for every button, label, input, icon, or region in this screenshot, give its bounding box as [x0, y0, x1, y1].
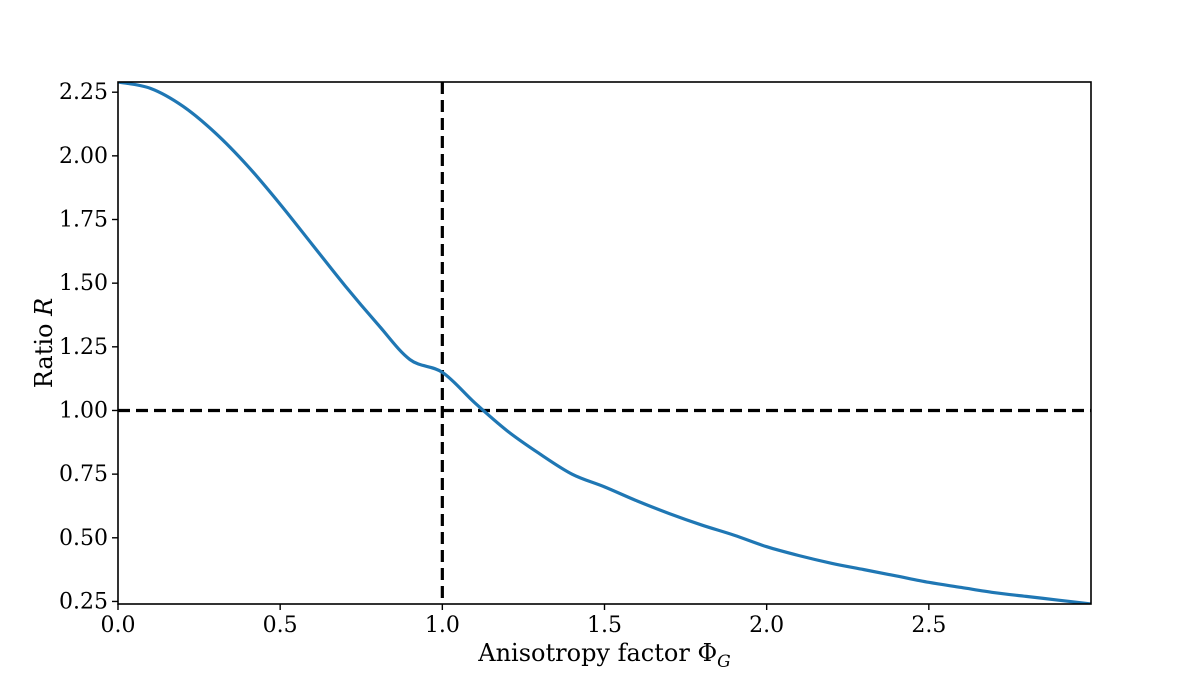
y-tick-label: 1.25 [59, 335, 108, 360]
x-tick-label: 0.0 [101, 613, 136, 638]
y-tick-label: 0.50 [59, 526, 108, 551]
series-line [118, 82, 1091, 604]
y-tick-label: 2.00 [59, 144, 108, 169]
y-tick-label: 1.00 [59, 398, 108, 423]
series-layer [118, 82, 1091, 604]
x-axis: 0.0 0.5 1.0 1.5 2.0 2.5 [101, 604, 946, 638]
x-tick-label: 1.0 [425, 613, 460, 638]
y-tick-label: 2.25 [59, 80, 108, 105]
y-tick-label: 0.25 [59, 589, 108, 614]
axes-frame [117, 81, 1092, 605]
x-tick-label: 1.5 [587, 613, 622, 638]
reference-lines [118, 82, 1091, 604]
y-tick-label: 1.75 [59, 208, 108, 233]
x-tick-label: 0.5 [263, 613, 298, 638]
y-axis: 0.25 0.50 0.75 1.00 1.25 1.50 1.75 2.00 2.25 [59, 80, 118, 614]
x-tick-label: 2.0 [749, 613, 784, 638]
y-tick-label: 0.75 [59, 462, 108, 487]
x-tick-label: 2.5 [911, 613, 946, 638]
y-axis-label: Ratio R [30, 298, 58, 388]
y-tick-label: 1.50 [59, 271, 108, 296]
x-axis-label: Anisotropy factor ΦG [477, 639, 730, 672]
